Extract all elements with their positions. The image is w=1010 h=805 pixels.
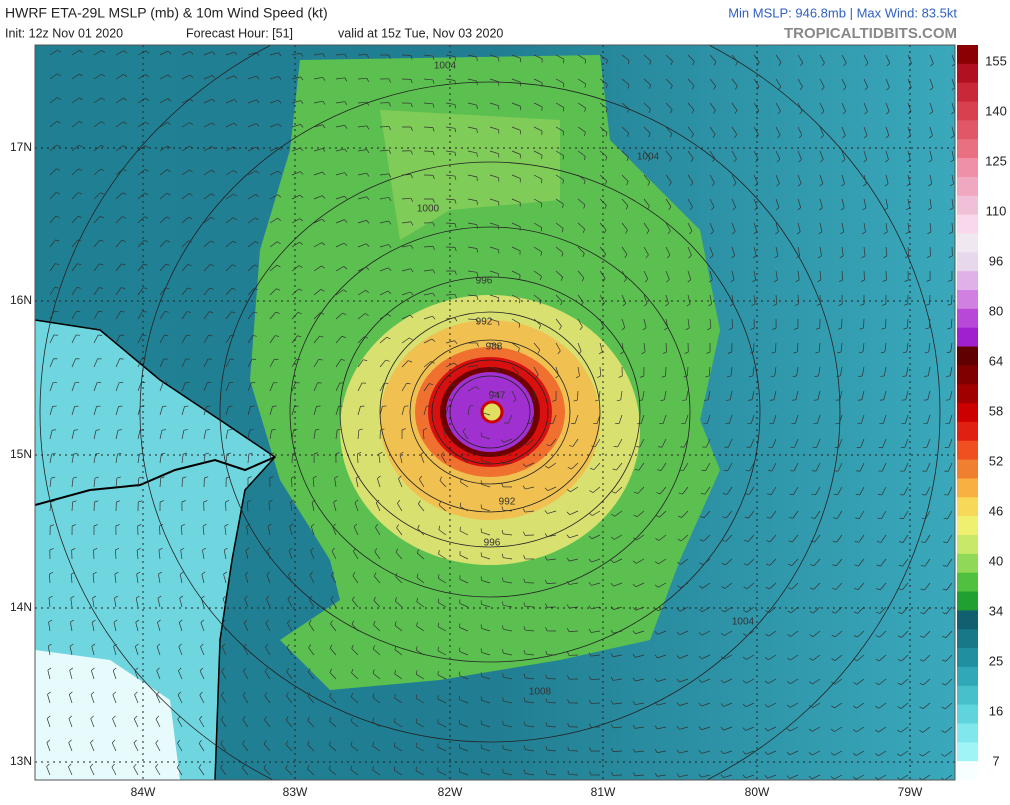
stats: Min MSLP: 946.8mb | Max Wind: 83.5kt bbox=[728, 5, 957, 20]
lon-label: 84W bbox=[131, 785, 156, 799]
lon-label: 81W bbox=[591, 785, 616, 799]
lat-label: 15N bbox=[10, 447, 32, 461]
contour-label: 992 bbox=[499, 497, 516, 508]
colorbar-swatch bbox=[957, 158, 978, 177]
contour-label: 947 bbox=[489, 391, 506, 402]
colorbar-label: 80 bbox=[989, 303, 1003, 318]
colorbar-swatch bbox=[957, 705, 978, 724]
colorbar-swatch bbox=[957, 610, 978, 629]
colorbar-label: 46 bbox=[989, 503, 1003, 518]
colorbar-swatch bbox=[957, 290, 978, 309]
colorbar-swatch bbox=[957, 139, 978, 158]
colorbar-swatch bbox=[957, 648, 978, 667]
contour-label: 1004 bbox=[637, 152, 660, 163]
colorbar-swatch bbox=[957, 497, 978, 516]
forecast-hour: Forecast Hour: [51] bbox=[186, 26, 293, 40]
colorbar-label: 25 bbox=[989, 653, 1003, 668]
colorbar-label: 155 bbox=[985, 53, 1007, 68]
colorbar: 155 140 125 110 96 80 64 58 52 46 40 34 25 16 7 bbox=[957, 45, 1007, 781]
colorbar-label: 34 bbox=[989, 603, 1003, 618]
eye bbox=[482, 402, 502, 422]
contour-label: 1004 bbox=[732, 617, 755, 628]
colorbar-swatch bbox=[957, 45, 978, 64]
valid-time: valid at 15z Tue, Nov 03 2020 bbox=[338, 26, 503, 40]
colorbar-label: 140 bbox=[985, 103, 1007, 118]
lat-label: 13N bbox=[10, 754, 32, 768]
colorbar-label: 16 bbox=[989, 703, 1003, 718]
contour-label: 992 bbox=[476, 317, 493, 328]
colorbar-swatch bbox=[957, 742, 978, 761]
colorbar-swatch bbox=[957, 177, 978, 196]
colorbar-swatch bbox=[957, 686, 978, 705]
colorbar-swatch bbox=[957, 667, 978, 686]
contour-label: 996 bbox=[476, 276, 493, 287]
lat-label: 16N bbox=[10, 293, 32, 307]
colorbar-swatch bbox=[957, 478, 978, 497]
site: TROPICALTIDBITS.COM bbox=[784, 25, 957, 42]
colorbar-swatch bbox=[957, 384, 978, 403]
colorbar-label: 110 bbox=[986, 203, 1007, 218]
colorbar-swatch bbox=[957, 120, 978, 139]
colorbar-swatch bbox=[957, 252, 978, 271]
colorbar-label: 96 bbox=[989, 253, 1003, 268]
colorbar-label: 125 bbox=[985, 153, 1007, 168]
lat-label: 14N bbox=[10, 600, 32, 614]
lon-label: 83W bbox=[283, 785, 308, 799]
lon-label: 80W bbox=[745, 785, 770, 799]
lon-label: 79W bbox=[898, 785, 923, 799]
colorbar-swatch bbox=[957, 535, 978, 554]
colorbar-swatch bbox=[957, 83, 978, 102]
colorbar-swatch bbox=[957, 271, 978, 290]
colorbar-label: 40 bbox=[989, 553, 1003, 568]
colorbar-swatch bbox=[957, 554, 978, 573]
colorbar-swatch bbox=[957, 422, 978, 441]
colorbar-swatch bbox=[957, 215, 978, 234]
contour-label: 996 bbox=[484, 538, 501, 549]
lat-label: 17N bbox=[10, 140, 32, 154]
colorbar-swatch bbox=[957, 347, 978, 366]
colorbar-swatch bbox=[957, 460, 978, 479]
contour-label: 1008 bbox=[529, 687, 552, 698]
init: Init: 12z Nov 01 2020 bbox=[5, 26, 123, 40]
colorbar-swatch bbox=[957, 573, 978, 592]
colorbar-label: 58 bbox=[989, 403, 1003, 418]
colorbar-swatch bbox=[957, 196, 978, 215]
colorbar-swatch bbox=[957, 309, 978, 328]
colorbar-swatch bbox=[957, 516, 978, 535]
colorbar-swatch bbox=[957, 64, 978, 83]
colorbar-label: 52 bbox=[989, 453, 1003, 468]
colorbar-swatch bbox=[957, 328, 978, 347]
colorbar-swatch bbox=[957, 233, 978, 252]
colorbar-swatch bbox=[957, 403, 978, 422]
colorbar-swatch bbox=[957, 102, 978, 121]
colorbar-swatch bbox=[957, 723, 978, 742]
colorbar-swatch bbox=[957, 365, 978, 384]
contour-label: 988 bbox=[486, 342, 503, 353]
colorbar-label: 7 bbox=[992, 753, 999, 768]
contour-label: 1004 bbox=[434, 61, 457, 72]
colorbar-swatch bbox=[957, 592, 978, 611]
lon-label: 82W bbox=[438, 785, 463, 799]
contour-label: 1000 bbox=[417, 204, 440, 215]
colorbar-swatch bbox=[957, 629, 978, 648]
colorbar-swatch bbox=[957, 761, 978, 780]
colorbar-swatch bbox=[957, 441, 978, 460]
colorbar-label: 64 bbox=[989, 353, 1003, 368]
title: HWRF ETA-29L MSLP (mb) & 10m Wind Speed … bbox=[5, 5, 328, 21]
map: 1004 1004 1000 996 992 988 947 992 996 1004 1008 bbox=[35, 0, 955, 800]
